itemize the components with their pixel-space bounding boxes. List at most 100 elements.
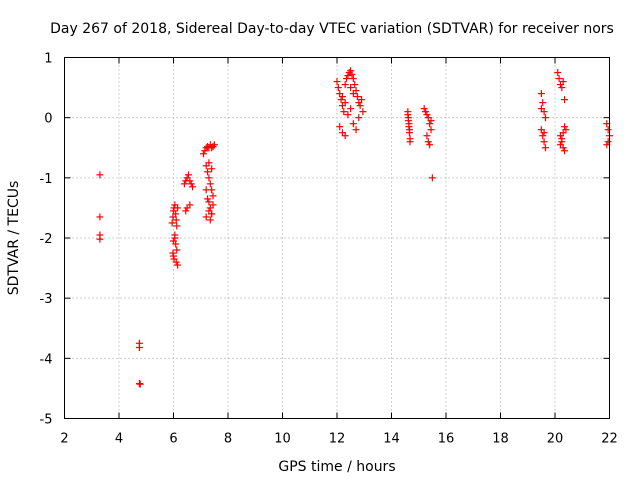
x-tick-label: 22 [601,432,618,447]
data-point [336,123,344,131]
data-point [426,141,434,149]
data-point [172,258,180,266]
x-tick-label: 14 [383,432,400,447]
x-tick-label: 18 [492,432,509,447]
y-tick-label: 1 [44,52,52,67]
x-tick-label: 6 [169,432,177,447]
x-axis-label: GPS time / hours [278,459,395,475]
plot-frame [64,57,610,419]
data-point [180,180,188,188]
data-point [135,380,143,388]
data-point [348,70,356,78]
data-point [539,99,547,107]
data-point [347,67,355,75]
y-tick-label: -1 [40,172,53,187]
data-point [355,114,363,122]
data-point [172,210,180,218]
data-point [171,234,179,242]
data-point [561,123,569,131]
data-point [423,132,431,140]
data-point [353,93,361,101]
data-point [349,90,357,98]
data-point [351,81,359,89]
data-point [205,174,213,182]
data-point [206,180,214,188]
data-point [537,90,545,98]
y-tick-label: -2 [40,232,53,247]
data-point [168,219,176,227]
data-point [96,213,104,221]
data-point [428,174,436,182]
data-point [356,102,364,110]
data-point [347,84,355,92]
data-point [174,204,182,212]
data-point [404,111,412,119]
data-point [199,150,207,158]
chart-title: Day 267 of 2018, Sidereal Day-to-day VTE… [50,21,614,37]
y-tick-label: 0 [44,112,52,127]
data-point [205,198,213,206]
data-point [208,165,216,173]
y-tick-label: -3 [40,292,53,307]
data-point [341,132,349,140]
data-point [561,96,569,104]
data-point [206,216,214,224]
data-point [541,144,549,152]
data-point [136,380,144,388]
x-tick-labels: 2 4 6 8 10 12 14 16 18 20 22 [60,432,617,447]
data-point [334,84,342,92]
data-point [558,84,566,92]
data-point [358,96,366,104]
data-point [349,75,357,83]
data-point [338,93,346,101]
data-point [96,171,104,179]
data-point [135,344,143,352]
data-point [344,111,352,119]
x-tick-label: 16 [438,432,455,447]
data-point [172,240,180,248]
data-point [187,180,195,188]
grid [64,57,610,419]
data-point [561,147,569,155]
data-point [405,129,413,137]
data-point [343,75,351,83]
data-point [540,129,548,137]
y-axis-label: SDTVAR / TECUs [6,181,22,296]
data-point [184,171,192,179]
data-point [423,111,431,119]
data-point [202,213,210,221]
data-point [540,138,548,146]
data-point [426,120,434,128]
x-tick-label: 10 [274,432,291,447]
data-point [556,141,564,149]
data-point [420,105,428,113]
data-point [170,252,177,260]
data-point [405,123,413,131]
data-point [359,108,367,116]
x-tick-label: 12 [329,432,346,447]
data-point [172,216,180,224]
x-tick-label: 20 [547,432,564,447]
data-point [424,138,432,146]
data-point [539,132,547,140]
x-tick-label: 8 [224,432,232,447]
data-point [186,177,194,185]
data-point [604,126,612,134]
data-point [183,204,191,212]
data-point [559,78,567,86]
data-point [427,126,435,134]
data-point [554,69,562,77]
data-point [337,96,345,104]
data-point [555,75,563,83]
data-point [347,105,355,113]
data-point [404,117,412,125]
data-point [202,186,210,194]
x-tick-label: 2 [60,432,68,447]
data-point [558,135,566,143]
data-point [537,105,545,113]
data-point [422,108,430,116]
data-point [541,114,549,122]
data-point [205,159,213,167]
y-tick-label: -4 [40,352,53,367]
